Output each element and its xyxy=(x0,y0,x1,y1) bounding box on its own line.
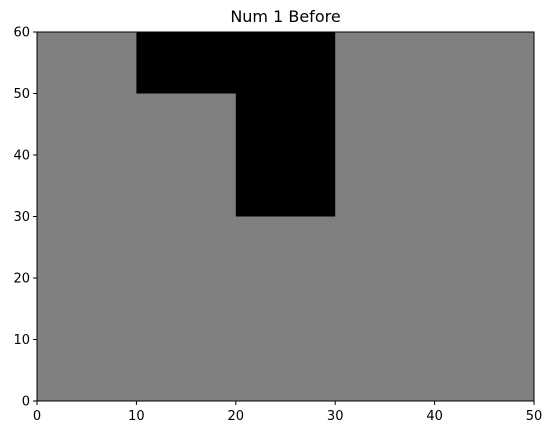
plot-frame xyxy=(36,31,535,402)
y-tick-label: 50 xyxy=(13,87,30,102)
y-tick-label: 40 xyxy=(13,149,30,164)
region-vertical-stem xyxy=(235,93,336,217)
x-tick-label: 50 xyxy=(526,409,543,424)
x-tick-label: 20 xyxy=(228,409,245,424)
axis-ticks: 0 10 20 30 40 50 0 10 20 30 40 50 60 xyxy=(13,26,542,425)
y-tick-label: 30 xyxy=(13,210,30,225)
x-tick-label: 30 xyxy=(327,409,344,424)
y-tick-label: 10 xyxy=(13,333,30,348)
chart-title: Num 1 Before xyxy=(230,7,340,26)
region-top-bar xyxy=(136,32,336,94)
x-tick-label: 40 xyxy=(426,409,443,424)
x-tick-label: 10 xyxy=(128,409,145,424)
y-tick-label: 20 xyxy=(13,272,30,287)
y-tick-label: 0 xyxy=(22,395,30,410)
y-tick-label: 60 xyxy=(13,26,30,41)
heatmap-regions xyxy=(37,32,534,401)
x-tick-label: 0 xyxy=(33,409,41,424)
